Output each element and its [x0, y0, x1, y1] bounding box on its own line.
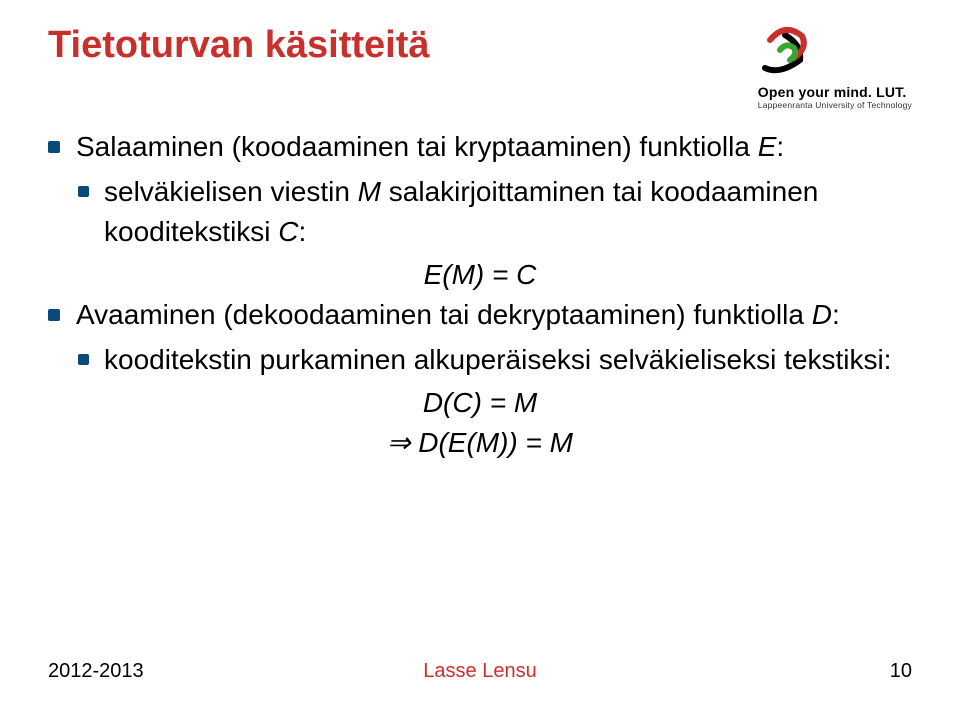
text-fragment: : — [832, 299, 840, 330]
logo-university: Lappeenranta University of Technology — [758, 100, 912, 110]
variable-M: M — [358, 176, 381, 207]
bullet-avaaminen: Avaaminen (dekoodaaminen tai dekryptaami… — [48, 295, 912, 336]
footer-page-number: 10 — [890, 660, 912, 683]
footer-author: Lasse Lensu — [423, 660, 536, 683]
equation-em-c: E(M) = C — [48, 255, 912, 296]
arrow-icon: ⇒ — [387, 427, 418, 458]
variable-D: D — [812, 299, 832, 330]
logo-area: Open your mind. LUT. Lappeenranta Univer… — [758, 20, 912, 110]
footer-year: 2012-2013 — [48, 660, 144, 683]
variable-C: C — [278, 216, 298, 247]
text-fragment: : — [299, 216, 307, 247]
text-fragment: selväkielisen viestin — [104, 176, 358, 207]
bullet-salaaminen: Salaaminen (koodaaminen tai kryptaaminen… — [48, 127, 912, 168]
bullet-kooditekstin: kooditekstin purkaminen alkuperäiseksi s… — [48, 340, 912, 381]
text-fragment: : — [776, 131, 784, 162]
logo-tagline: Open your mind. LUT. — [758, 84, 907, 100]
bullet-selvakielisen: selväkielisen viestin M salakirjoittamin… — [48, 172, 912, 253]
equation-dc-m: D(C) = M — [48, 383, 912, 424]
footer: 2012-2013 Lasse Lensu 10 — [48, 660, 912, 683]
variable-E: E — [758, 131, 777, 162]
text-fragment: Salaaminen (koodaaminen tai kryptaaminen… — [76, 131, 758, 162]
slide-content: Salaaminen (koodaaminen tai kryptaaminen… — [48, 127, 912, 464]
equation-dem-m: ⇒ D(E(M)) = M — [48, 423, 912, 464]
equation-text: D(E(M)) = M — [418, 427, 573, 458]
slide-container: Open your mind. LUT. Lappeenranta Univer… — [0, 0, 960, 711]
lut-logo-icon — [760, 20, 810, 78]
text-fragment: Avaaminen (dekoodaaminen tai dekryptaami… — [76, 299, 812, 330]
